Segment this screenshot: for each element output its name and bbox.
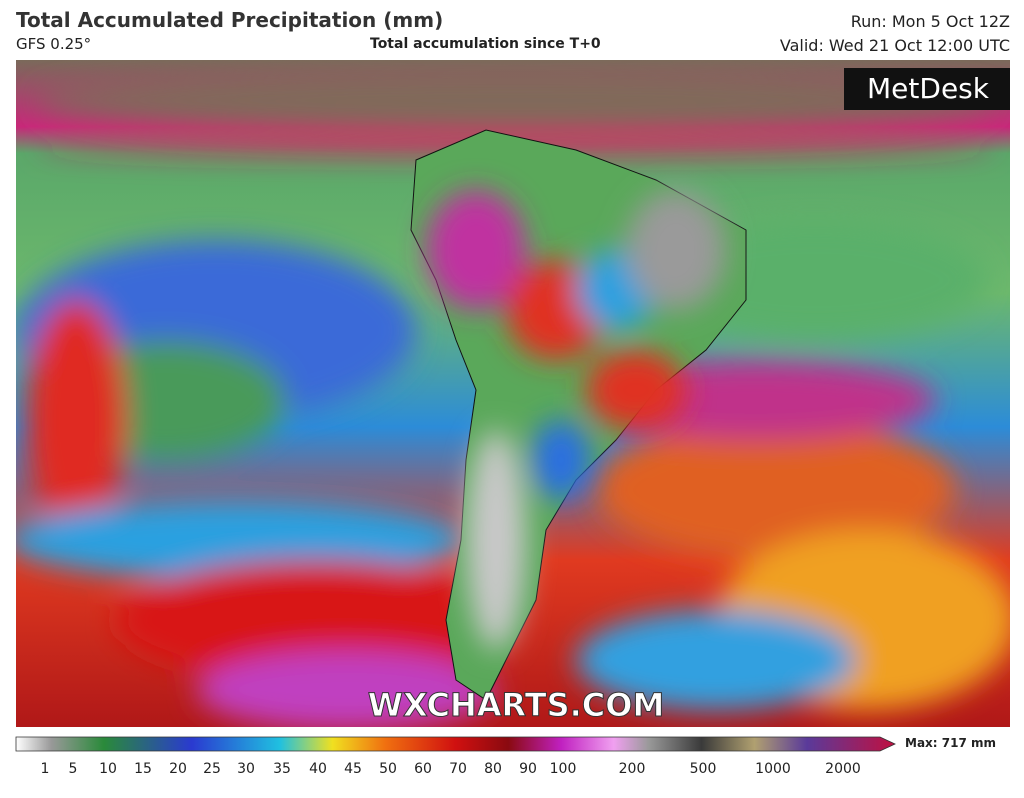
title: Total Accumulated Precipitation (mm) <box>16 8 444 32</box>
scale-label: 1 <box>41 761 50 777</box>
subtitle: Total accumulation since T+0 <box>370 36 601 52</box>
color-bar: Max: 717 mm 1 5 10 15 20 25 30 35 40 45 50 60 70 80 90… <box>15 736 996 777</box>
scale-label: 80 <box>484 761 502 777</box>
scale-label: 60 <box>414 761 432 777</box>
scale-label: 15 <box>134 761 152 777</box>
scale-label: 35 <box>273 761 291 777</box>
scale-label: 100 <box>550 761 577 777</box>
logo-box <box>844 68 1010 110</box>
scale-label: 1000 <box>755 761 791 777</box>
scale-label: 200 <box>619 761 646 777</box>
scale-label: 500 <box>690 761 717 777</box>
precip-map: MetDesk WXCHARTS.COM <box>16 60 1010 727</box>
scale-label: 70 <box>449 761 467 777</box>
scale-label: 2000 <box>825 761 861 777</box>
scale-label: 50 <box>379 761 397 777</box>
scale-label: 45 <box>344 761 362 777</box>
model: GFS 0.25° <box>16 35 92 53</box>
max-label: Max: 717 mm <box>905 736 996 750</box>
scale-label: 20 <box>169 761 187 777</box>
valid-time: Valid: Wed 21 Oct 12:00 UTC <box>779 36 1010 55</box>
scale-label: 90 <box>519 761 537 777</box>
run-time: Run: Mon 5 Oct 12Z <box>850 12 1010 31</box>
scale-label: 25 <box>203 761 221 777</box>
color-scale <box>15 736 896 752</box>
logo: MetDesk <box>867 72 990 105</box>
scale-label: 30 <box>237 761 255 777</box>
scale-label: 10 <box>99 761 117 777</box>
scale-label: 5 <box>69 761 78 777</box>
scale-label: 40 <box>309 761 327 777</box>
watermark: WXCHARTS.COM <box>368 686 665 724</box>
